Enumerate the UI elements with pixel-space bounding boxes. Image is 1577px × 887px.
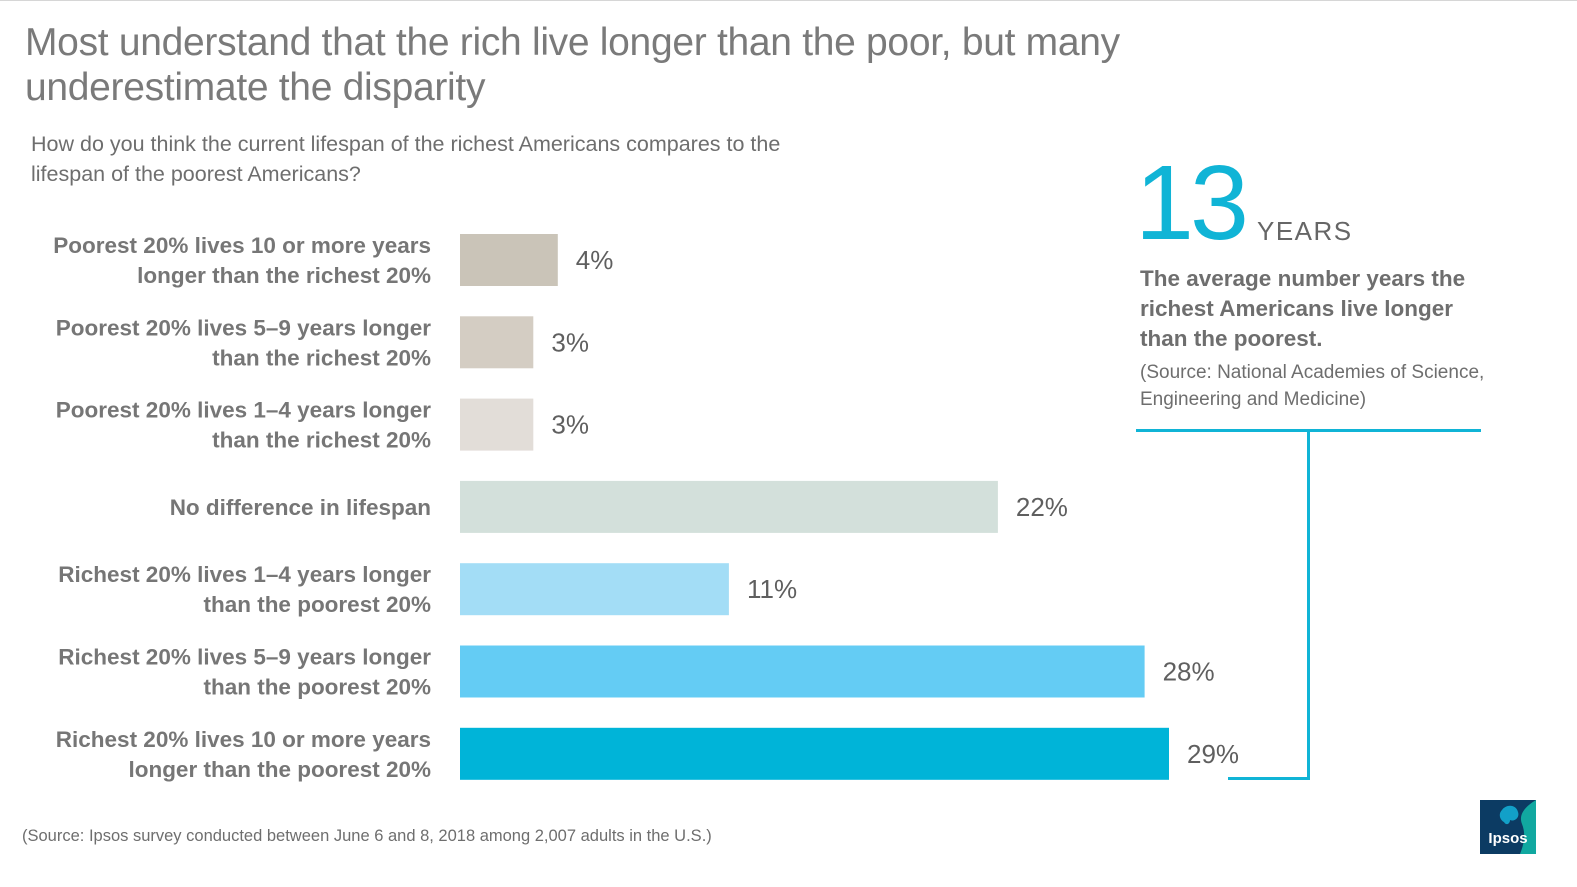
bar-5 (460, 563, 729, 616)
bar-3 (460, 398, 534, 451)
category-label-line: Richest 20% lives 1–4 years longer (58, 562, 431, 587)
value-label-6: 28% (1163, 657, 1215, 687)
category-label-2: Poorest 20% lives 5–9 years longer than t… (56, 315, 431, 370)
ipsos-logo: Ipsos (1480, 800, 1536, 854)
value-label-7: 29% (1187, 739, 1239, 769)
category-label-line: than the richest 20% (212, 345, 431, 370)
category-label-1: Poorest 20% lives 10 or more years longer… (53, 233, 431, 288)
category-label-5: Richest 20% lives 1–4 years longer than t… (58, 562, 431, 617)
callout-source: (Source: National Academies of Science, … (1140, 362, 1485, 410)
category-label-6: Richest 20% lives 5–9 years longer than t… (58, 645, 431, 700)
category-label-line: Poorest 20% lives 5–9 years longer (56, 315, 431, 340)
category-label-line: Poorest 20% lives 1–4 years longer (56, 398, 431, 423)
logo-text: Ipsos (1488, 830, 1528, 847)
value-label-1: 4% (576, 245, 614, 275)
value-label-5: 11% (747, 574, 797, 604)
bar-6 (460, 645, 1145, 698)
category-label-line: Richest 20% lives 5–9 years longer (58, 645, 431, 670)
category-label-line: than the richest 20% (212, 428, 431, 453)
callout-unit: YEARS (1257, 216, 1353, 246)
category-label-line: No difference in lifespan (170, 495, 431, 520)
ipsos-logo-icon (1499, 800, 1536, 854)
footer-source: (Source: Ipsos survey conducted between … (22, 827, 712, 845)
page-title: Most understand that the rich live longe… (25, 21, 1120, 109)
callout-description: The average number years the richest Ame… (1140, 266, 1466, 351)
value-label-2: 3% (551, 327, 589, 357)
category-label-7: Richest 20% lives 10 or more years longer… (56, 727, 431, 782)
bar-2 (460, 316, 534, 369)
category-label-3: Poorest 20% lives 1–4 years longer than t… (56, 398, 431, 453)
category-label-4: No difference in lifespan (170, 495, 431, 520)
category-label-line: Richest 20% lives 10 or more years (56, 727, 431, 752)
bar-7 (460, 727, 1169, 780)
callout-bracket-vertical (1307, 430, 1310, 780)
top-rule (0, 0, 1577, 1)
category-label-line: than the poorest 20% (203, 592, 431, 617)
value-label-4: 22% (1016, 492, 1068, 522)
bar-4 (460, 480, 998, 533)
category-label-line: longer than the poorest 20% (128, 757, 431, 782)
category-label-line: Poorest 20% lives 10 or more years (53, 233, 431, 258)
callout-bracket-bottom (1228, 777, 1310, 780)
category-label-line: longer than the richest 20% (137, 263, 431, 288)
value-label-3: 3% (551, 410, 589, 440)
callout-number: 13 (1135, 144, 1249, 262)
category-label-line: than the poorest 20% (203, 675, 431, 700)
chart-question: How do you think the current lifespan of… (31, 132, 781, 186)
bar-1 (460, 234, 558, 286)
